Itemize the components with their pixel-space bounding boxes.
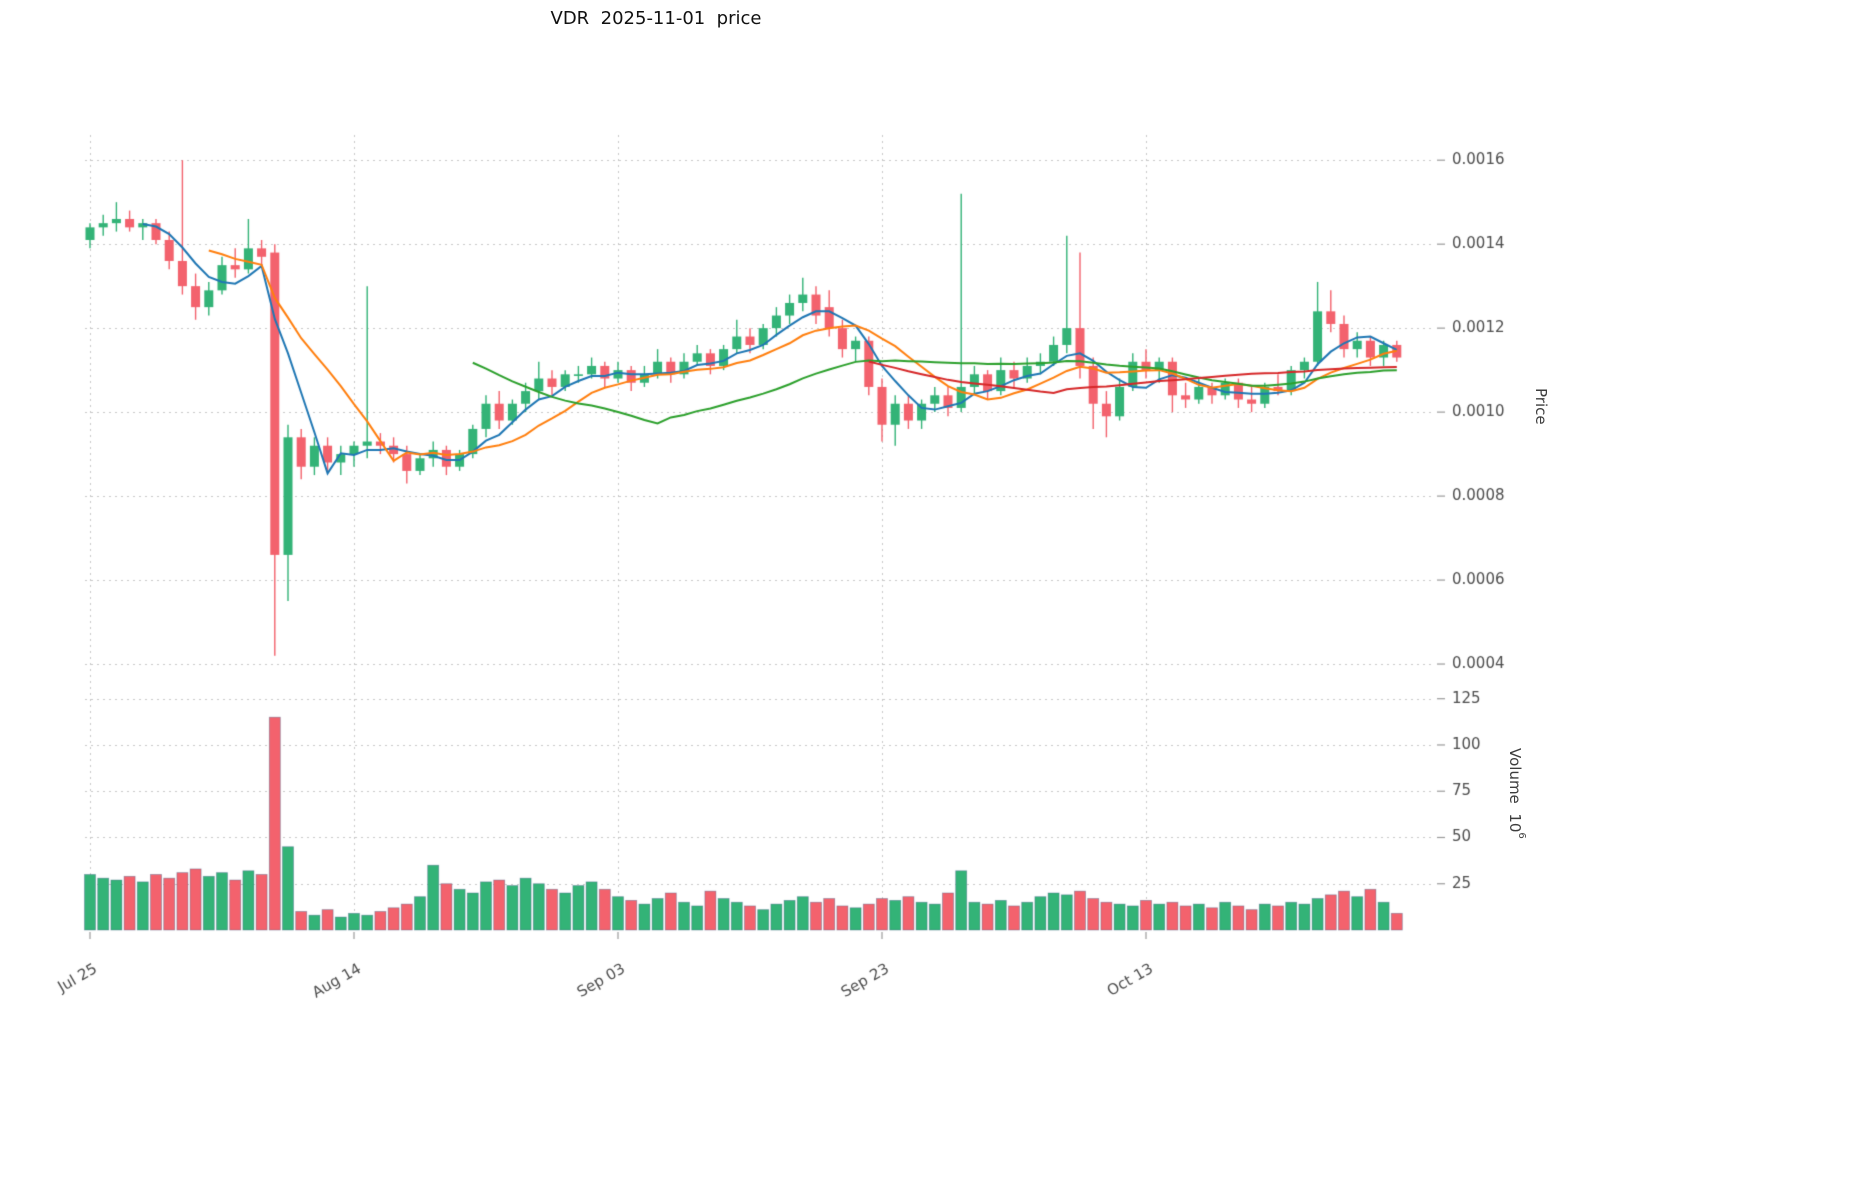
volume-axis-label-text: Volume 10	[1506, 748, 1524, 833]
volume-axis-exponent: 6	[1516, 832, 1527, 839]
price-axis-label: Price	[1532, 388, 1550, 425]
chart-title: VDR 2025-11-01 price	[550, 8, 762, 29]
volume-axis-label: Volume 106	[1506, 748, 1527, 839]
